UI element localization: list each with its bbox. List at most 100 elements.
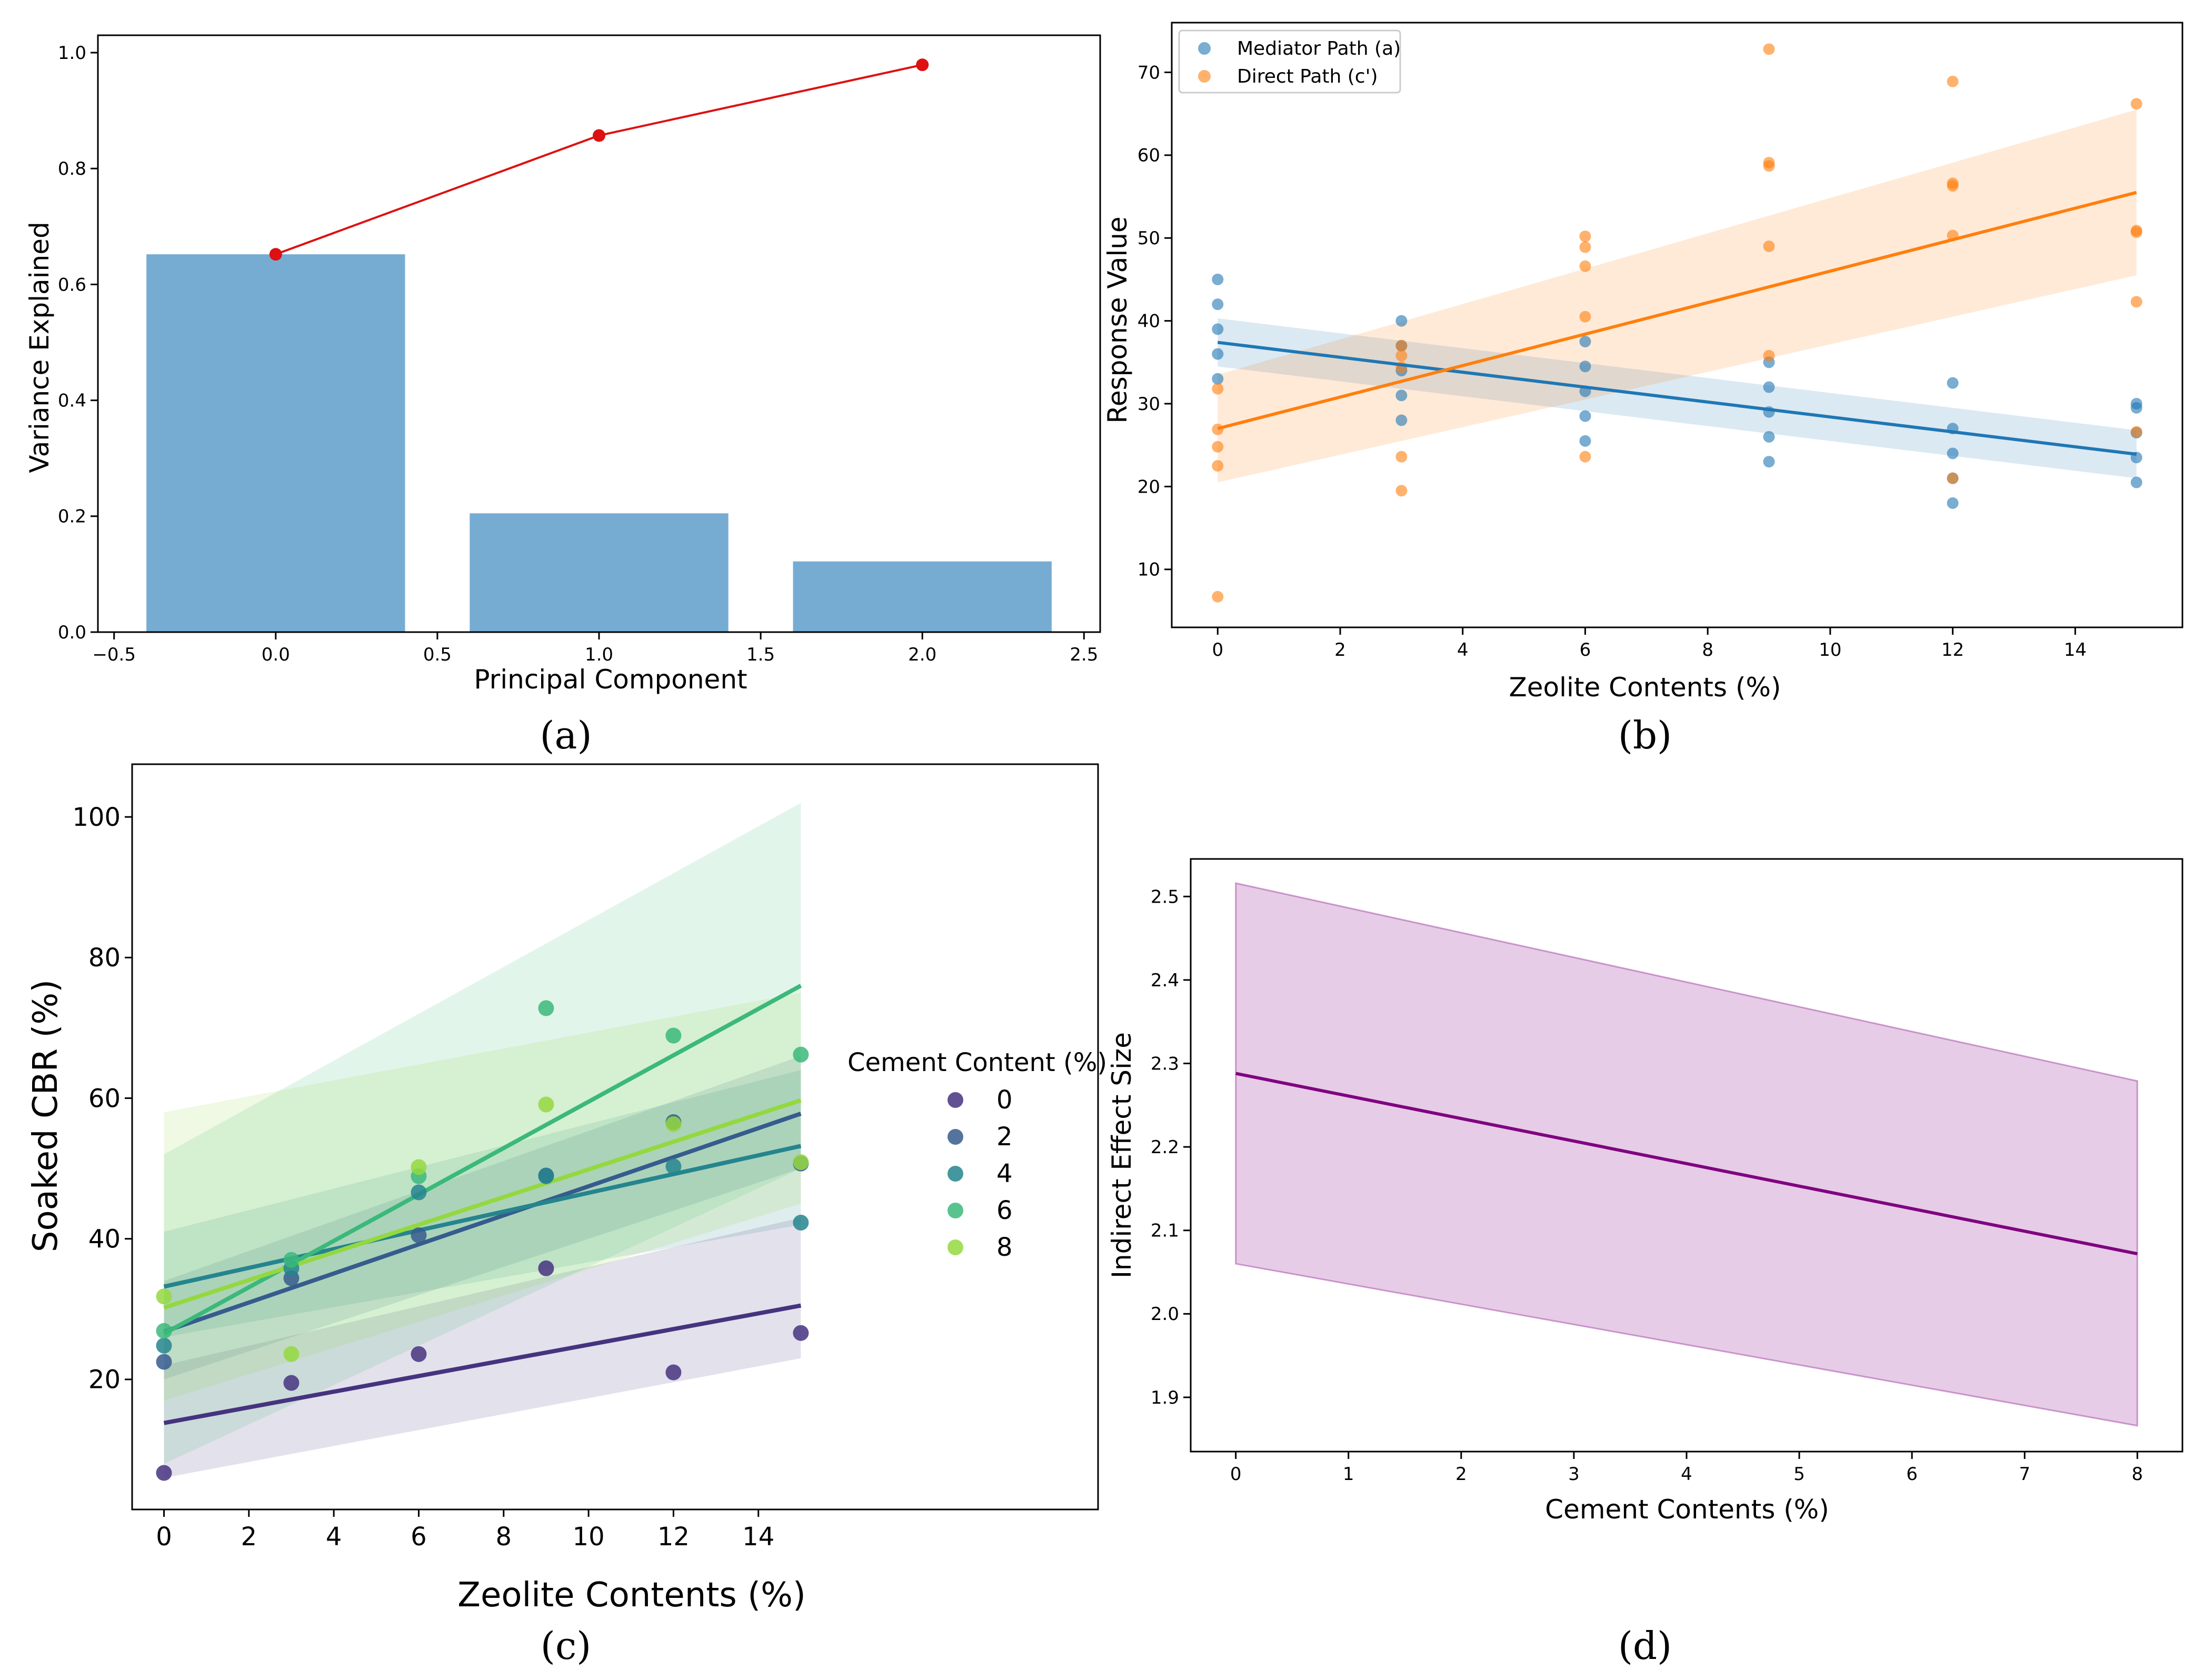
chart-d-panel-label: (d) — [1618, 1624, 1672, 1668]
y-tick-label: 2.0 — [1151, 1304, 1179, 1325]
chart-c-frame — [131, 763, 1099, 1511]
y-tick-label: 100 — [72, 803, 121, 832]
data-point-direct — [1763, 43, 1775, 55]
data-point-direct — [2130, 426, 2142, 438]
y-tick-label: 2.5 — [1151, 886, 1179, 907]
data-point-cement-2 — [411, 1227, 427, 1244]
data-point-cement-6 — [156, 1323, 172, 1339]
y-tick-label: 2.1 — [1151, 1221, 1179, 1242]
variance-bar — [470, 513, 729, 632]
y-tick-label: 1.0 — [58, 43, 86, 64]
x-tick-label: 4 — [1457, 639, 1469, 661]
data-point-direct — [1947, 180, 1959, 192]
x-tick-label: 2.5 — [1070, 644, 1098, 665]
x-tick-label: 4 — [1681, 1464, 1692, 1485]
chart-a-y-ticks: 0.0 0.2 0.4 0.6 0.8 1.0 — [58, 43, 98, 643]
y-tick-label: 60 — [1138, 145, 1160, 166]
x-tick-label: 6 — [411, 1522, 427, 1552]
chart-a-cumulative-points — [269, 58, 929, 261]
data-point-mediator — [1763, 381, 1775, 393]
chart-b-mediation-paths: 0 2 4 6 8 10 12 14 10 20 30 40 50 60 70 Zeolite Conte… — [1102, 22, 2183, 757]
y-tick-label: 50 — [1138, 228, 1160, 249]
data-point-direct — [1212, 441, 1224, 453]
data-point-cement-6 — [283, 1252, 300, 1268]
chart-b-x-label: Zeolite Contents (%) — [1509, 672, 1781, 703]
y-tick-label: 70 — [1138, 62, 1160, 83]
data-point-mediator — [1763, 456, 1775, 468]
data-point-cement-2 — [156, 1354, 172, 1370]
data-point-direct — [1579, 260, 1591, 272]
chart-b-legend: Mediator Path (a) Direct Path (c') — [1178, 29, 1401, 94]
indirect-effect-confidence-band — [1235, 882, 2138, 1427]
data-point-cement-0 — [538, 1260, 554, 1276]
data-point-cement-8 — [411, 1159, 427, 1175]
cumulative-variance-point — [593, 129, 605, 142]
data-point-cement-8 — [793, 1154, 809, 1171]
chart-d-effect-line — [1235, 1072, 2138, 1256]
y-tick-label: 0.4 — [58, 391, 86, 412]
data-point-mediator — [1579, 335, 1591, 347]
fit-line-cement-0 — [163, 1303, 802, 1425]
confidence-band-cement-8 — [164, 993, 801, 1401]
data-point-cement-8 — [538, 1096, 554, 1113]
chart-a-panel-label: (a) — [540, 713, 592, 757]
data-point-cement-6 — [665, 1027, 682, 1044]
variance-bar — [146, 254, 405, 632]
legend-label-cement-6: 6 — [996, 1196, 1013, 1225]
chart-c-y-label: Soaked CBR (%) — [26, 979, 65, 1252]
x-tick-label: 6 — [1580, 639, 1591, 661]
chart-a-y-label: Variance Explained — [24, 222, 55, 473]
chart-b-y-label: Response Value — [1102, 216, 1133, 423]
variance-bar — [793, 561, 1052, 632]
chart-b-x-ticks: 0 2 4 6 8 10 12 14 — [1212, 627, 2087, 661]
chart-b-panel-label: (b) — [1618, 713, 1672, 757]
data-point-cement-4 — [665, 1158, 682, 1175]
data-point-mediator — [1947, 377, 1959, 389]
y-tick-label: 0.0 — [58, 622, 86, 643]
legend-label-cement-4: 4 — [996, 1159, 1013, 1188]
y-tick-label: 0.8 — [58, 158, 86, 179]
data-point-cement-8 — [283, 1346, 300, 1362]
data-point-mediator — [1212, 323, 1224, 335]
data-point-direct — [1395, 451, 1408, 463]
x-tick-label: 3 — [1568, 1464, 1580, 1485]
x-tick-label: 0.0 — [262, 644, 290, 665]
x-tick-label: 1 — [1343, 1464, 1354, 1485]
x-tick-label: 8 — [1702, 639, 1713, 661]
x-tick-label: 1.5 — [746, 644, 775, 665]
chart-c-panel-label: (c) — [541, 1624, 592, 1668]
data-point-mediator — [1395, 315, 1408, 327]
x-tick-label: 1.0 — [585, 644, 613, 665]
data-point-direct — [1579, 451, 1591, 463]
confidence-band-cement-0 — [164, 1217, 801, 1478]
y-tick-label: 40 — [88, 1224, 121, 1254]
y-tick-label: 2.2 — [1151, 1137, 1179, 1158]
y-tick-label: 80 — [88, 943, 121, 973]
data-point-mediator — [1212, 298, 1224, 311]
data-point-direct — [1212, 591, 1224, 603]
data-point-mediator — [1947, 497, 1959, 509]
legend-label-cement-8: 8 — [996, 1233, 1013, 1262]
y-tick-label: 30 — [1138, 394, 1160, 415]
chart-c-x-label: Zeolite Contents (%) — [457, 1576, 806, 1615]
x-tick-label: 12 — [657, 1522, 690, 1552]
chart-c-confidence-bands — [164, 803, 801, 1478]
chart-c-legend: Cement Content (%) 0 2 4 6 8 — [847, 1048, 1107, 1262]
legend-marker-cement-4 — [948, 1166, 963, 1182]
data-point-cement-8 — [665, 1116, 682, 1132]
data-point-mediator — [1579, 435, 1591, 447]
data-point-cement-4 — [156, 1337, 172, 1354]
chart-c-legend-title: Cement Content (%) — [847, 1048, 1107, 1077]
x-tick-label: 12 — [1941, 639, 1964, 661]
data-point-cement-4 — [538, 1168, 554, 1184]
y-tick-label: 10 — [1138, 559, 1160, 581]
legend-marker-direct — [1198, 70, 1211, 83]
data-point-cement-4 — [411, 1184, 427, 1201]
data-point-direct — [1212, 383, 1224, 395]
data-point-direct — [1212, 423, 1224, 435]
fit-line-direct — [1217, 191, 2137, 431]
x-tick-label: 8 — [495, 1522, 512, 1552]
chart-c-fit-lines — [163, 984, 802, 1425]
